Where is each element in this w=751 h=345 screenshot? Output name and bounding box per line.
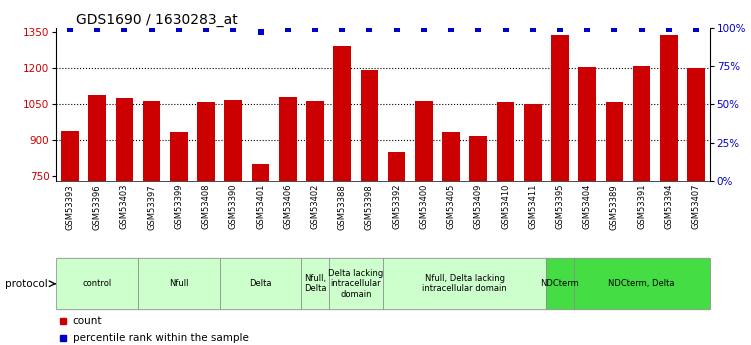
Point (445, 26, 457, 32)
Point (418, 26, 430, 32)
FancyBboxPatch shape (328, 258, 383, 309)
Text: Nfull,
Delta: Nfull, Delta (303, 274, 326, 294)
Text: Nfull: Nfull (169, 279, 189, 288)
Bar (605, 102, 623, 345)
Point (255, 29, 267, 35)
Text: NDCterm: NDCterm (541, 279, 579, 288)
Point (173, 26, 185, 32)
Point (200, 26, 212, 32)
FancyBboxPatch shape (383, 258, 547, 309)
FancyBboxPatch shape (547, 258, 574, 309)
Point (119, 26, 131, 32)
Text: Delta lacking
intracellular
domain: Delta lacking intracellular domain (328, 269, 384, 299)
Bar (61, 131, 79, 345)
Text: percentile rank within the sample: percentile rank within the sample (73, 333, 249, 343)
Bar (225, 100, 242, 345)
Bar (116, 98, 133, 345)
Bar (360, 70, 379, 345)
Point (499, 26, 511, 32)
Bar (279, 97, 297, 345)
Text: GDS1690 / 1630283_at: GDS1690 / 1630283_at (76, 12, 237, 27)
Bar (496, 102, 514, 345)
Bar (660, 35, 677, 345)
Point (336, 26, 348, 32)
Bar (524, 104, 541, 345)
Bar (56, 257, 710, 310)
Point (608, 26, 620, 32)
Bar (633, 66, 650, 345)
Point (91, 26, 103, 32)
Point (64, 26, 76, 32)
Text: protocol: protocol (5, 279, 48, 289)
Bar (333, 46, 351, 345)
Point (663, 26, 675, 32)
Text: count: count (73, 316, 102, 326)
Text: Delta: Delta (249, 279, 272, 288)
Bar (143, 101, 161, 345)
Bar (252, 164, 270, 345)
Point (472, 26, 484, 32)
Bar (198, 102, 215, 345)
Bar (442, 132, 460, 345)
Point (554, 26, 566, 32)
Bar (388, 152, 406, 345)
FancyBboxPatch shape (56, 258, 138, 309)
Text: control: control (83, 279, 112, 288)
Bar (170, 132, 188, 345)
Bar (415, 101, 433, 345)
Point (309, 26, 321, 32)
Point (635, 26, 647, 32)
Point (363, 26, 376, 32)
Point (581, 26, 593, 32)
Text: Nfull, Delta lacking
intracellular domain: Nfull, Delta lacking intracellular domai… (422, 274, 507, 294)
Bar (687, 68, 705, 345)
Point (391, 26, 403, 32)
FancyBboxPatch shape (301, 258, 328, 309)
Point (282, 26, 294, 32)
FancyBboxPatch shape (574, 258, 710, 309)
Point (690, 26, 702, 32)
Bar (551, 35, 569, 345)
Bar (469, 136, 487, 345)
Bar (306, 101, 324, 345)
Point (526, 26, 538, 32)
Bar (578, 67, 596, 345)
Point (228, 26, 240, 32)
FancyBboxPatch shape (219, 258, 301, 309)
Text: NDCterm, Delta: NDCterm, Delta (608, 279, 675, 288)
FancyBboxPatch shape (138, 258, 219, 309)
Bar (89, 95, 106, 345)
Point (146, 26, 158, 32)
